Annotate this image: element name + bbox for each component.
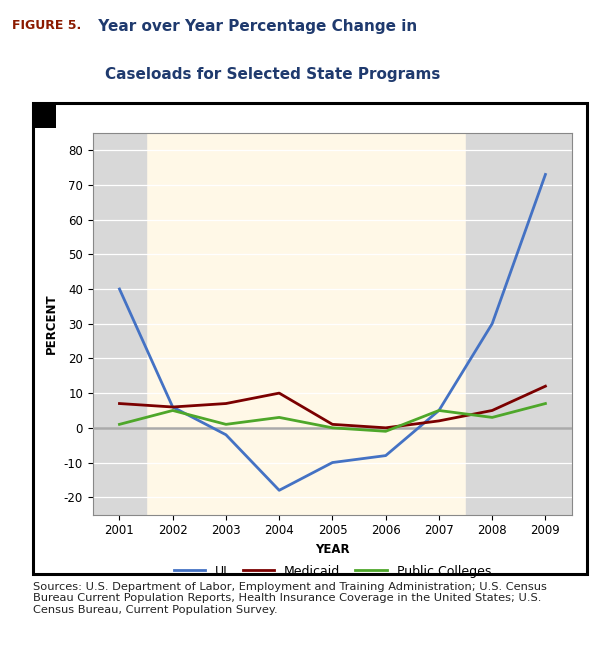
Text: Sources: U.S. Department of Labor, Employment and Training Administration; U.S. : Sources: U.S. Department of Labor, Emplo… <box>33 582 547 615</box>
Text: FIGURE 5.: FIGURE 5. <box>12 19 81 31</box>
Text: Caseloads for Selected State Programs: Caseloads for Selected State Programs <box>105 67 440 82</box>
Bar <box>465 133 572 515</box>
X-axis label: YEAR: YEAR <box>315 543 350 556</box>
Text: Year over Year Percentage Change in: Year over Year Percentage Change in <box>93 19 417 33</box>
Y-axis label: PERCENT: PERCENT <box>46 293 58 354</box>
Legend: UI, Medicaid, Public Colleges: UI, Medicaid, Public Colleges <box>169 560 496 583</box>
Bar <box>93 133 146 515</box>
